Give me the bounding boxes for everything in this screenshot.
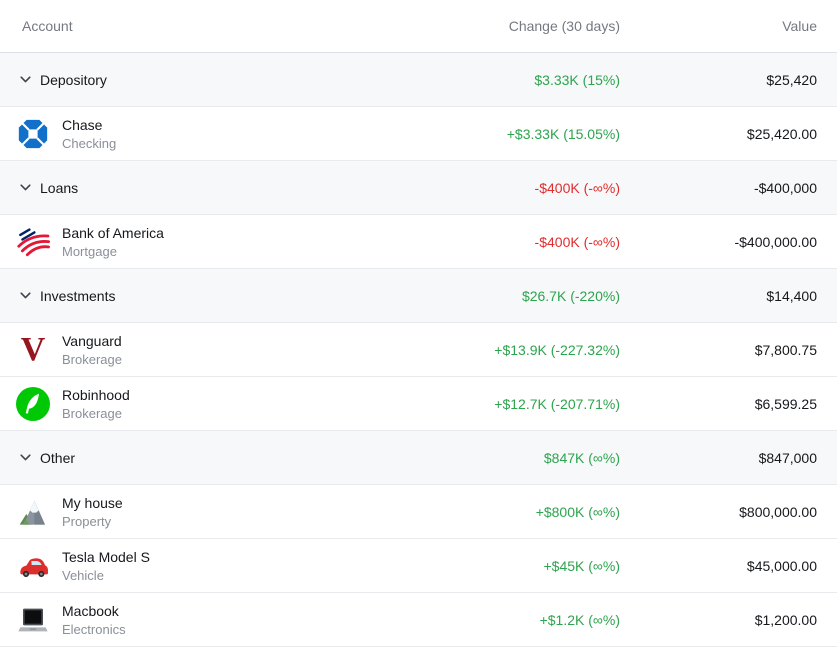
account-value: $45,000.00 bbox=[746, 557, 817, 574]
account-change: +$800K (∞%) bbox=[535, 503, 620, 520]
account-value: $25,420.00 bbox=[746, 125, 817, 142]
group-label: Investments bbox=[40, 287, 116, 304]
account-row-tesla-model-s[interactable]: Tesla Model S Vehicle +$45K (∞%) $45,000… bbox=[0, 539, 837, 593]
account-row-robinhood[interactable]: Robinhood Brokerage +$12.7K (-207.71%) $… bbox=[0, 377, 837, 431]
chevron-down-icon[interactable] bbox=[20, 292, 31, 299]
account-type: Checking bbox=[62, 135, 117, 151]
account-change: +$13.9K (-227.32%) bbox=[494, 341, 620, 358]
column-header-change: Change (30 days) bbox=[508, 18, 620, 34]
account-row-bank-of-america[interactable]: Bank of America Mortgage -$400K (-∞%) -$… bbox=[0, 215, 837, 269]
group-row-other[interactable]: Other $847K (∞%) $847,000 bbox=[0, 431, 837, 485]
group-row-investments[interactable]: Investments $26.7K (-220%) $14,400 bbox=[0, 269, 837, 323]
account-row-chase[interactable]: Chase Checking +$3.33K (15.05%) $25,420.… bbox=[0, 107, 837, 161]
mountain-icon bbox=[16, 495, 50, 529]
account-name: My house bbox=[62, 494, 123, 511]
chevron-down-icon[interactable] bbox=[20, 184, 31, 191]
account-type: Brokerage bbox=[62, 405, 122, 421]
account-value: $800,000.00 bbox=[739, 503, 817, 520]
group-change: $26.7K (-220%) bbox=[521, 287, 620, 304]
account-change: +$3.33K (15.05%) bbox=[506, 125, 620, 142]
account-name: Macbook bbox=[62, 602, 119, 619]
group-change: -$400K (-∞%) bbox=[534, 179, 620, 196]
account-name: Tesla Model S bbox=[62, 548, 150, 565]
account-name: Bank of America bbox=[62, 224, 164, 241]
group-label: Loans bbox=[40, 179, 79, 196]
column-header-account: Account bbox=[22, 18, 73, 34]
group-change: $847K (∞%) bbox=[543, 449, 620, 466]
group-label: Depository bbox=[40, 71, 107, 88]
column-header-value: Value bbox=[782, 18, 817, 34]
group-row-depository[interactable]: Depository $3.33K (15%) $25,420 bbox=[0, 53, 837, 107]
bank-of-america-logo-icon bbox=[16, 225, 50, 259]
car-icon bbox=[16, 549, 50, 583]
account-name: Chase bbox=[62, 116, 103, 133]
account-change: +$45K (∞%) bbox=[543, 557, 620, 574]
laptop-icon bbox=[16, 603, 50, 637]
account-value: -$400,000.00 bbox=[734, 233, 817, 250]
account-row-my-house[interactable]: My house Property +$800K (∞%) $800,000.0… bbox=[0, 485, 837, 539]
account-name: Vanguard bbox=[62, 332, 122, 349]
group-value: $847,000 bbox=[758, 449, 817, 466]
account-change: -$400K (-∞%) bbox=[534, 233, 620, 250]
account-change: +$1.2K (∞%) bbox=[539, 611, 620, 628]
vanguard-logo-icon: V bbox=[20, 330, 46, 368]
account-type: Brokerage bbox=[62, 351, 122, 367]
account-type: Vehicle bbox=[62, 567, 104, 583]
account-name: Robinhood bbox=[62, 386, 130, 403]
account-value: $6,599.25 bbox=[754, 395, 817, 412]
account-row-macbook[interactable]: Macbook Electronics +$1.2K (∞%) $1,200.0… bbox=[0, 593, 837, 647]
account-value: $1,200.00 bbox=[754, 611, 817, 628]
account-type: Mortgage bbox=[62, 243, 117, 259]
table-header-row: Account Change (30 days) Value bbox=[0, 0, 837, 53]
account-type: Property bbox=[62, 513, 112, 529]
group-row-loans[interactable]: Loans -$400K (-∞%) -$400,000 bbox=[0, 161, 837, 215]
robinhood-logo-icon bbox=[16, 386, 50, 421]
account-row-vanguard[interactable]: V Vanguard Brokerage +$13.9K (-227.32%) … bbox=[0, 323, 837, 377]
chevron-down-icon[interactable] bbox=[20, 454, 31, 461]
group-change: $3.33K (15%) bbox=[534, 71, 620, 88]
account-value: $7,800.75 bbox=[754, 341, 817, 358]
chase-logo-icon bbox=[16, 117, 50, 151]
group-value: $14,400 bbox=[766, 287, 817, 304]
group-label: Other bbox=[40, 449, 76, 466]
group-value: -$400,000 bbox=[753, 179, 817, 196]
group-value: $25,420 bbox=[766, 71, 817, 88]
chevron-down-icon[interactable] bbox=[20, 76, 31, 83]
account-type: Electronics bbox=[62, 621, 126, 637]
account-change: +$12.7K (-207.71%) bbox=[494, 395, 620, 412]
